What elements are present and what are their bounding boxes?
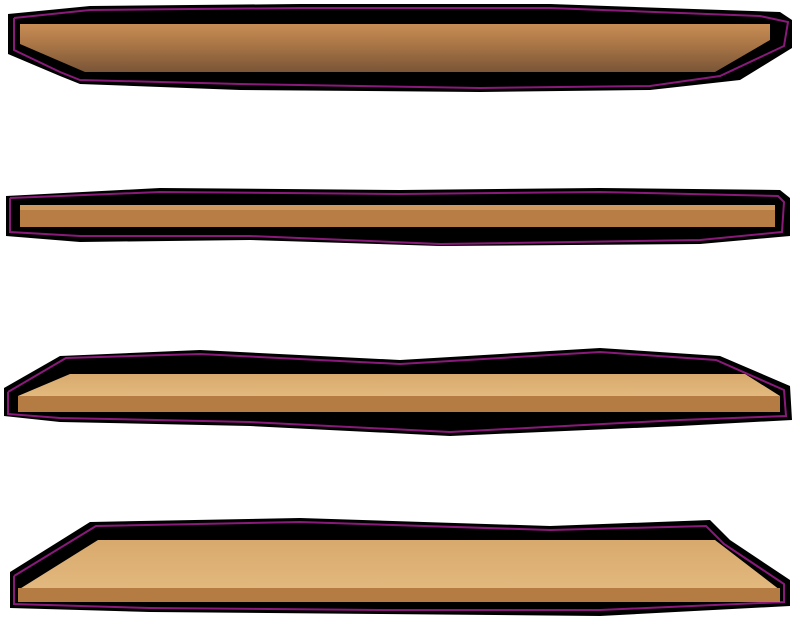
shelf-outline	[7, 350, 788, 434]
shelf-front	[18, 588, 780, 602]
shelf-top	[18, 540, 780, 590]
shelf-board	[20, 24, 770, 72]
shelf-outline	[13, 520, 785, 611]
shelf	[8, 4, 792, 92]
shelf-edge	[20, 205, 775, 210]
shelf	[10, 518, 790, 616]
shelf-outline	[13, 7, 790, 90]
shelf-board	[20, 205, 775, 227]
shelf	[4, 348, 792, 436]
shelf-outline	[9, 190, 786, 246]
shelf-top	[18, 374, 780, 396]
shelf-front	[18, 396, 780, 412]
shelf	[6, 188, 790, 246]
